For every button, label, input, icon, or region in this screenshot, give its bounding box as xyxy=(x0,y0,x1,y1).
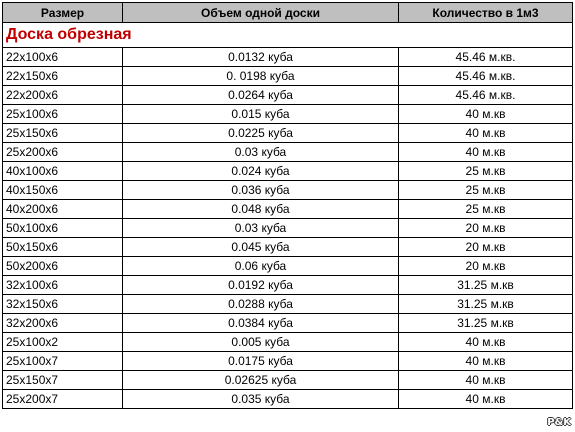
table-row: 40x200x6 0.048 куба 25 м.кв xyxy=(2,199,573,219)
cell-volume: 0.024 куба xyxy=(122,161,399,181)
cell-volume: 0.03 куба xyxy=(122,142,399,162)
cell-quantity: 40 м.кв xyxy=(398,370,573,390)
cell-quantity: 20 м.кв xyxy=(398,237,573,257)
table-row: 25x150x6 0.0225 куба 40 м.кв xyxy=(2,123,573,143)
cell-volume: 0.015 куба xyxy=(122,104,399,124)
table-row: 22x150x6 0. 0198 куба 45.46 м.кв. xyxy=(2,66,573,86)
cell-quantity: 45.46 м.кв. xyxy=(398,47,573,67)
cell-size: 25x100x2 xyxy=(2,332,123,352)
table-row: 40x150x6 0.036 куба 25 м.кв xyxy=(2,180,573,200)
cell-quantity: 20 м.кв xyxy=(398,218,573,238)
cell-size: 25x200x6 xyxy=(2,142,123,162)
cell-quantity: 45.46 м.кв. xyxy=(398,66,573,86)
cell-volume: 0. 0198 куба xyxy=(122,66,399,86)
cell-size: 32x100x6 xyxy=(2,275,123,295)
header-row: Размер Объем одной доски Количество в 1м… xyxy=(2,2,573,23)
cell-volume: 0.0264 куба xyxy=(122,85,399,105)
cell-size: 40x200x6 xyxy=(2,199,123,219)
table-row: 32x100x6 0.0192 куба 31.25 м.кв xyxy=(2,275,573,295)
cell-size: 50x100x6 xyxy=(2,218,123,238)
watermark-logo: P&K xyxy=(547,417,571,428)
cell-quantity: 31.25 м.кв xyxy=(398,313,573,333)
cell-size: 50x200x6 xyxy=(2,256,123,276)
table-row: 25x200x6 0.03 куба 40 м.кв xyxy=(2,142,573,162)
cell-quantity: 40 м.кв xyxy=(398,142,573,162)
cell-quantity: 40 м.кв xyxy=(398,351,573,371)
cell-volume: 0.03 куба xyxy=(122,218,399,238)
cell-size: 25x100x6 xyxy=(2,104,123,124)
cell-size: 32x150x6 xyxy=(2,294,123,314)
cell-quantity: 45.46 м.кв. xyxy=(398,85,573,105)
cell-quantity: 40 м.кв xyxy=(398,104,573,124)
table-row: 50x150x6 0.045 куба 20 м.кв xyxy=(2,237,573,257)
cell-size: 22x150x6 xyxy=(2,66,123,86)
table-row: 50x100x6 0.03 куба 20 м.кв xyxy=(2,218,573,238)
cell-size: 22x200x6 xyxy=(2,85,123,105)
cell-size: 40x100x6 xyxy=(2,161,123,181)
table-row: 25x100x2 0.005 куба 40 м.кв xyxy=(2,332,573,352)
cell-volume: 0.0288 куба xyxy=(122,294,399,314)
cell-volume: 0.0132 куба xyxy=(122,47,399,67)
cell-size: 25x100x7 xyxy=(2,351,123,371)
cell-quantity: 25 м.кв xyxy=(398,161,573,181)
table-row: 22x200x6 0.0264 куба 45.46 м.кв. xyxy=(2,85,573,105)
header-size: Размер xyxy=(2,2,123,23)
cell-quantity: 40 м.кв xyxy=(398,123,573,143)
header-volume: Объем одной доски xyxy=(122,2,399,23)
cell-volume: 0.0175 куба xyxy=(122,351,399,371)
cell-quantity: 31.25 м.кв xyxy=(398,294,573,314)
cell-size: 25x150x6 xyxy=(2,123,123,143)
table-row: 32x200x6 0.0384 куба 31.25 м.кв xyxy=(2,313,573,333)
table-row: 25x150x7 0.02625 куба 40 м.кв xyxy=(2,370,573,390)
cell-volume: 0.0225 куба xyxy=(122,123,399,143)
cell-quantity: 40 м.кв xyxy=(398,332,573,352)
cell-volume: 0.0384 куба xyxy=(122,313,399,333)
cell-quantity: 40 м.кв xyxy=(398,389,573,409)
lumber-table: Размер Объем одной доски Количество в 1м… xyxy=(2,2,573,409)
cell-size: 32x200x6 xyxy=(2,313,123,333)
section-row: Доска обрезная xyxy=(2,22,573,48)
table-row: 25x100x7 0.0175 куба 40 м.кв xyxy=(2,351,573,371)
cell-volume: 0.045 куба xyxy=(122,237,399,257)
cell-size: 50x150x6 xyxy=(2,237,123,257)
table-row: 22x100x6 0.0132 куба 45.46 м.кв. xyxy=(2,47,573,67)
cell-size: 22x100x6 xyxy=(2,47,123,67)
cell-size: 40x150x6 xyxy=(2,180,123,200)
cell-volume: 0.02625 куба xyxy=(122,370,399,390)
cell-quantity: 31.25 м.кв xyxy=(398,275,573,295)
cell-volume: 0.036 куба xyxy=(122,180,399,200)
cell-volume: 0.005 куба xyxy=(122,332,399,352)
cell-volume: 0.048 куба xyxy=(122,199,399,219)
table-row: 40x100x6 0.024 куба 25 м.кв xyxy=(2,161,573,181)
table-row: 32x150x6 0.0288 куба 31.25 м.кв xyxy=(2,294,573,314)
cell-volume: 0.0192 куба xyxy=(122,275,399,295)
table-row: 25x200x7 0.035 куба 40 м.кв xyxy=(2,389,573,409)
cell-size: 25x200x7 xyxy=(2,389,123,409)
cell-quantity: 25 м.кв xyxy=(398,180,573,200)
cell-volume: 0.035 куба xyxy=(122,389,399,409)
section-title: Доска обрезная xyxy=(2,22,573,48)
cell-quantity: 20 м.кв xyxy=(398,256,573,276)
cell-volume: 0.06 куба xyxy=(122,256,399,276)
table-row: 25x100x6 0.015 куба 40 м.кв xyxy=(2,104,573,124)
cell-quantity: 25 м.кв xyxy=(398,199,573,219)
table-row: 50x200x6 0.06 куба 20 м.кв xyxy=(2,256,573,276)
header-quantity: Количество в 1м3 xyxy=(398,2,573,23)
cell-size: 25x150x7 xyxy=(2,370,123,390)
